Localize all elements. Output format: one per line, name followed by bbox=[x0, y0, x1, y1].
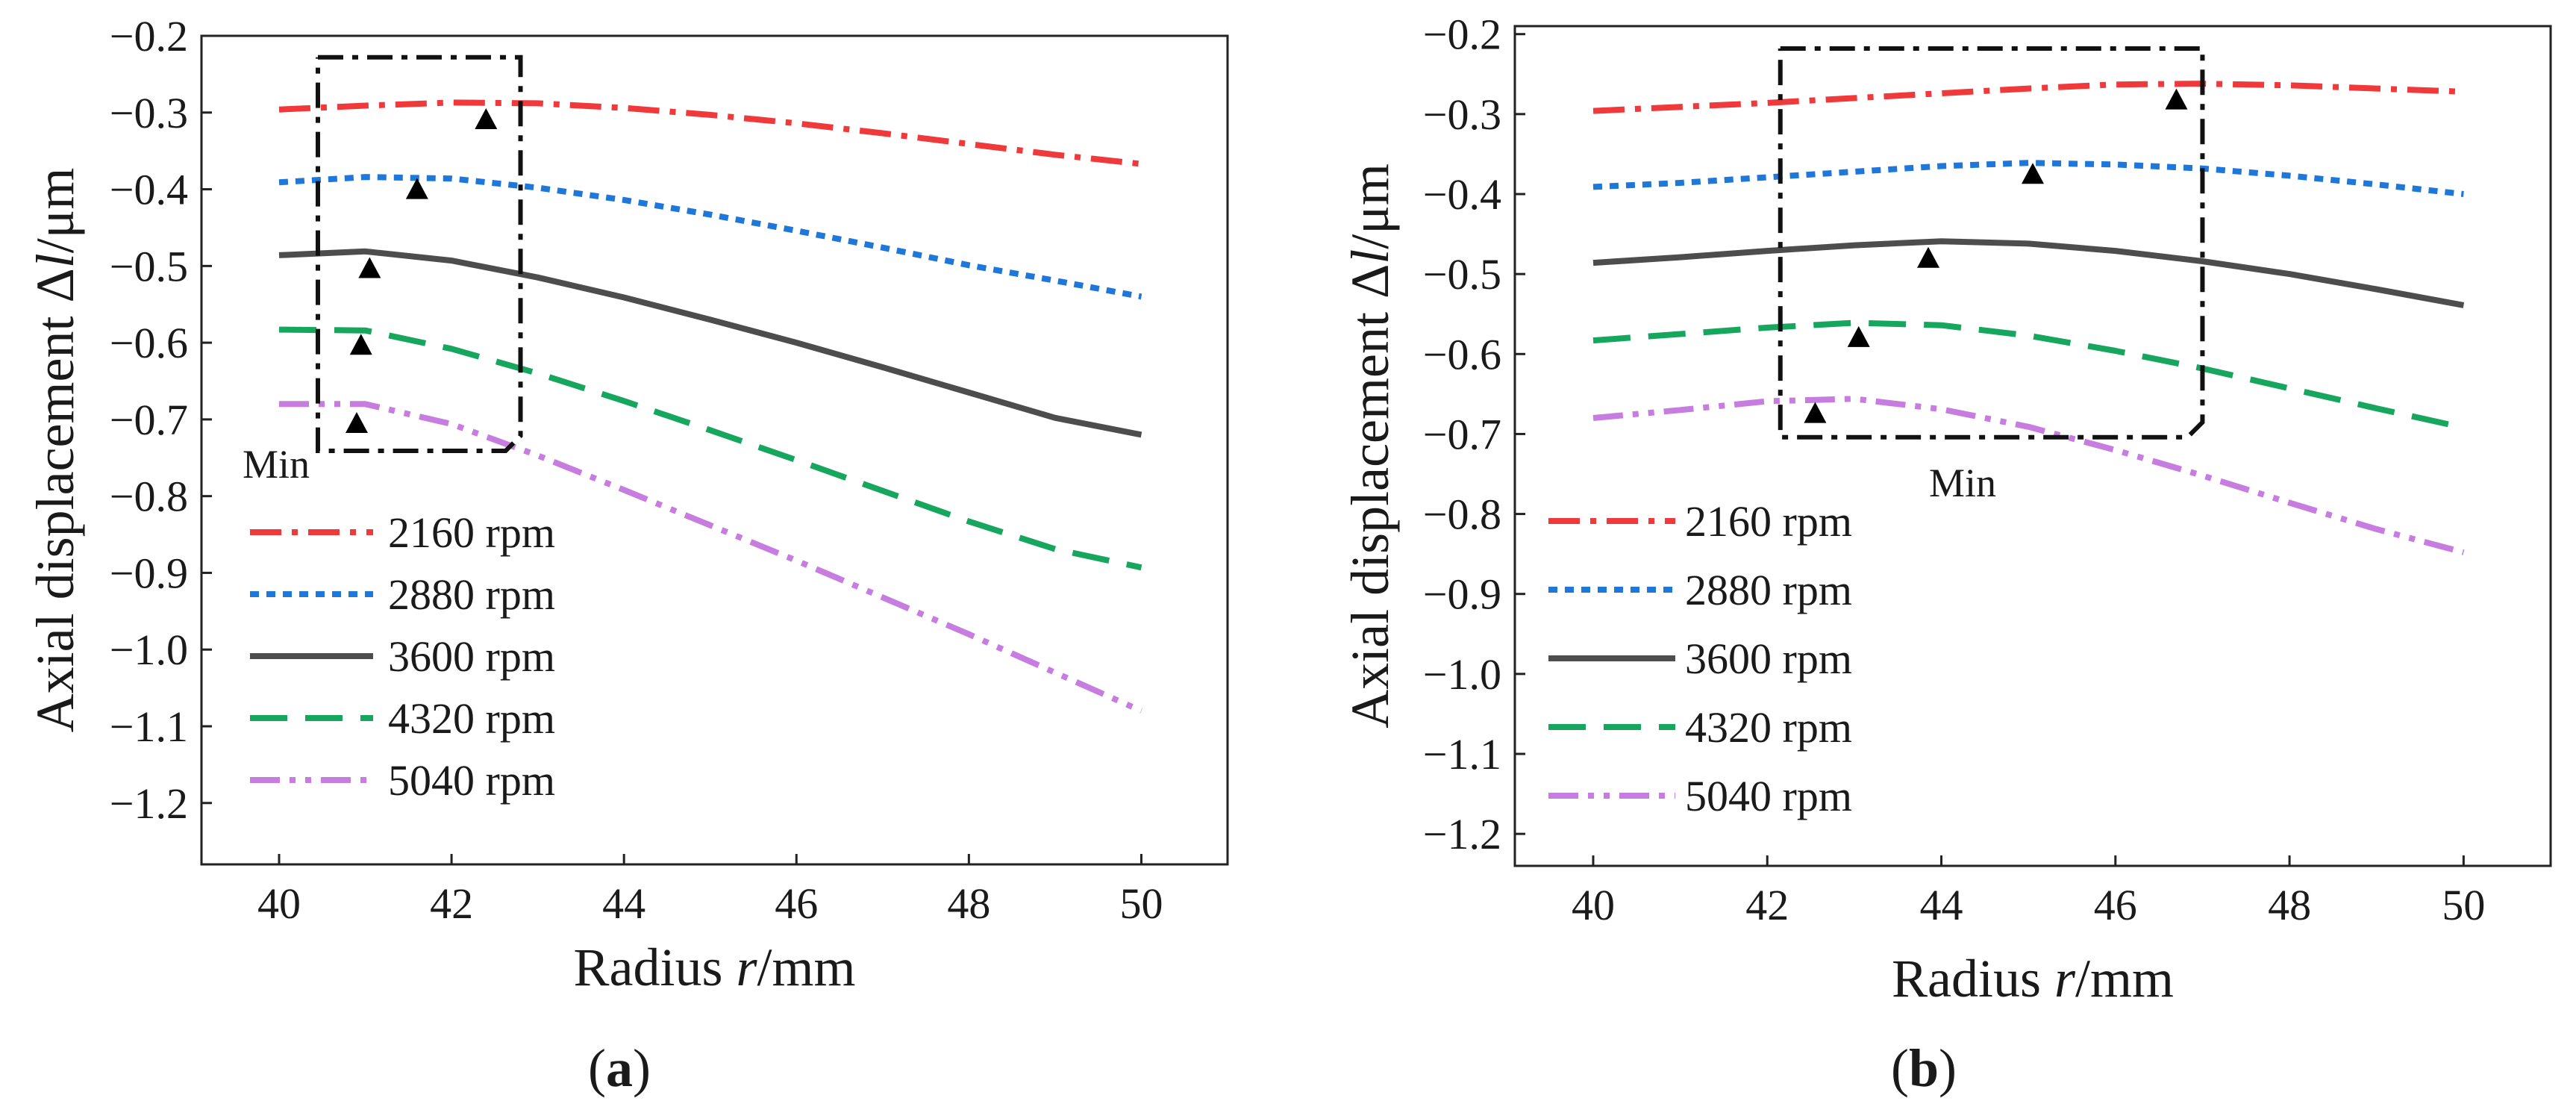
panel-a-legend-label: 2880 rpm bbox=[388, 570, 555, 619]
panel-b-series-line-2160-rpm bbox=[1592, 81, 2464, 114]
panel-b-series-line-3600-rpm bbox=[1592, 238, 2465, 308]
panel-b-y-tick-label: −0.6 bbox=[1423, 330, 1501, 378]
y-axis-label-unit: /μm bbox=[25, 168, 85, 254]
panel-a-min-marker bbox=[345, 412, 368, 434]
x-axis-label-prefix: Radius bbox=[1892, 949, 2054, 1008]
panel-b-min-marker bbox=[1917, 246, 1940, 268]
panel-a-series-line-3600-rpm bbox=[278, 248, 1142, 438]
panel-a-x-tick-label: 50 bbox=[1119, 879, 1163, 928]
panel-a-min-marker bbox=[405, 178, 428, 199]
panel-b-y-tick-label: −0.3 bbox=[1423, 90, 1501, 139]
panel-b-y-tick-label: −0.4 bbox=[1423, 170, 1501, 219]
panel-b-min-marker bbox=[1804, 402, 1827, 423]
panel-a-y-tick-label: −0.9 bbox=[110, 549, 188, 597]
panel-a-min-marker bbox=[358, 257, 381, 278]
panel-a-series-line-5040-rpm bbox=[279, 401, 1143, 714]
chart-panel-b: 40 42 44 46 48 50 −0.2 −0.3 −0.4 −0.5 −0.6 −0.7 −0.8… bbox=[1340, 10, 2552, 1098]
panel-a-y-tick-label: −1.1 bbox=[110, 702, 188, 751]
panel-a-min-region-box bbox=[315, 54, 523, 454]
panel-b-min-marker bbox=[2165, 88, 2188, 110]
panel-b-min-annotation: Min bbox=[1929, 461, 1996, 505]
panel-b-label: (b) bbox=[1891, 1038, 1957, 1098]
panel-b-series-line-2880-rpm bbox=[1592, 160, 2464, 197]
panel-a-y-tick-label: −0.5 bbox=[110, 242, 188, 290]
y-axis-label-prefix: Axial displacement Δ bbox=[25, 268, 85, 732]
panel-b-legend-label: 4320 rpm bbox=[1685, 703, 1852, 752]
x-axis-label-unit: /mm bbox=[757, 938, 856, 997]
y-axis-label-variable: l bbox=[1340, 249, 1400, 264]
panel-a-plot-frame bbox=[200, 34, 1229, 866]
x-axis-label-unit: /mm bbox=[2075, 949, 2174, 1008]
panel-label-letter: a bbox=[606, 1038, 633, 1098]
panel-a-y-axis-label: Axial displacement Δl/μm bbox=[25, 168, 85, 733]
panel-a-y-tick-label: −0.2 bbox=[110, 12, 188, 60]
panel-a-x-axis-label: Radius r/mm bbox=[573, 938, 855, 997]
chart-panel-a: 40 42 44 46 48 50 −0.2 −0.3 −0.4 −0.5 −0.6 −0.7 −0.8… bbox=[25, 12, 1229, 1098]
panel-a-series-line-4320-rpm bbox=[278, 326, 1142, 571]
panel-a-y-tick-label: −0.8 bbox=[110, 472, 188, 521]
panel-b-series-line-4320-rpm bbox=[1592, 319, 2465, 431]
panel-a-y-tick-label: −0.7 bbox=[110, 396, 188, 444]
panel-a-legend-label: 4320 rpm bbox=[388, 694, 555, 743]
panel-b-x-tick-label: 48 bbox=[2268, 881, 2311, 929]
panel-b-x-tick-label: 50 bbox=[2442, 881, 2485, 929]
panel-b-y-axis-label: Axial displacement Δl/μm bbox=[1340, 163, 1400, 729]
x-axis-label-prefix: Radius bbox=[573, 938, 736, 997]
panel-a-min-annotation: Min bbox=[243, 442, 310, 487]
panel-b-y-tick-label: −0.9 bbox=[1423, 570, 1501, 619]
panel-a-min-marker bbox=[349, 334, 372, 355]
panel-label-close: ) bbox=[1939, 1038, 1957, 1098]
panel-b-y-tick-label: −0.5 bbox=[1423, 250, 1501, 299]
panel-b-x-tick-label: 46 bbox=[2094, 881, 2137, 929]
panel-a-y-tick-label: −1.0 bbox=[110, 626, 188, 674]
panel-b-y-tick-label: −1.0 bbox=[1423, 650, 1501, 699]
panel-b-x-tick-label: 40 bbox=[1572, 881, 1615, 929]
panel-a-y-tick-label: −0.3 bbox=[110, 89, 188, 137]
panel-b-y-tick-label: −0.7 bbox=[1423, 410, 1501, 458]
panel-b-x-tick-label: 44 bbox=[1920, 881, 1963, 929]
panel-a-label: (a) bbox=[588, 1038, 651, 1098]
panel-b-min-region-box bbox=[1778, 46, 2205, 440]
panel-a-y-tick-label: −0.6 bbox=[110, 319, 188, 367]
panel-label-open: ( bbox=[588, 1038, 606, 1098]
panel-a-legend-label: 2160 rpm bbox=[388, 508, 555, 557]
panel-b-legend-label: 2160 rpm bbox=[1685, 497, 1852, 546]
panel-label-open: ( bbox=[1891, 1038, 1909, 1098]
panel-a-min-marker bbox=[475, 108, 498, 130]
panel-a-x-tick-label: 48 bbox=[947, 879, 990, 928]
panel-b-min-marker bbox=[1847, 325, 1870, 347]
panel-b-series-line-5040-rpm bbox=[1592, 396, 2465, 555]
panel-b-legend-label: 3600 rpm bbox=[1685, 634, 1852, 683]
panel-b-legend-label: 2880 rpm bbox=[1685, 566, 1852, 614]
panel-label-close: ) bbox=[633, 1038, 651, 1098]
panel-b-min-marker bbox=[2022, 163, 2044, 184]
x-axis-label-variable: r bbox=[2054, 949, 2076, 1008]
panel-b-x-tick-label: 42 bbox=[1745, 881, 1789, 929]
panel-a-x-tick-label: 44 bbox=[602, 879, 645, 928]
panel-b-plot-frame bbox=[1513, 25, 2552, 867]
panel-a-legend-label: 3600 rpm bbox=[388, 632, 555, 681]
panel-b-y-tick-label: −0.8 bbox=[1423, 490, 1501, 539]
panel-a-series-line-2160-rpm bbox=[278, 99, 1142, 167]
y-axis-label-variable: l bbox=[25, 253, 85, 268]
panel-a-legend-label: 5040 rpm bbox=[388, 756, 555, 805]
panel-a-y-tick-label: −0.4 bbox=[110, 166, 188, 214]
panel-b-y-tick-label: −1.2 bbox=[1423, 810, 1501, 858]
panel-b-y-tick-label: −1.1 bbox=[1423, 730, 1501, 779]
x-axis-label-variable: r bbox=[736, 938, 757, 997]
panel-a-y-tick-label: −1.2 bbox=[110, 779, 188, 828]
panel-a-x-tick-label: 46 bbox=[775, 879, 818, 928]
panel-label-letter: b bbox=[1909, 1038, 1939, 1098]
panel-a-series-line-2880-rpm bbox=[278, 174, 1142, 300]
panel-a-x-tick-label: 42 bbox=[430, 879, 473, 928]
y-axis-label-unit: /μm bbox=[1340, 163, 1400, 249]
panel-b-legend-label: 5040 rpm bbox=[1685, 772, 1852, 820]
panel-b-y-tick-label: −0.2 bbox=[1423, 10, 1501, 59]
panel-a-x-tick-label: 40 bbox=[257, 879, 301, 928]
y-axis-label-prefix: Axial displacement Δ bbox=[1340, 264, 1400, 729]
panel-b-x-axis-label: Radius r/mm bbox=[1892, 949, 2174, 1008]
